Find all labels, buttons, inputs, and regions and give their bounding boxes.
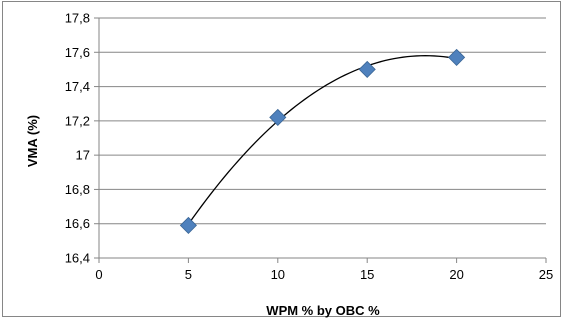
x-tick-label: 15 [360, 267, 374, 282]
data-point [269, 108, 287, 126]
y-tick-label: 17,8 [65, 11, 90, 26]
y-tick-label: 16,4 [65, 251, 90, 266]
x-tick-label: 10 [271, 267, 285, 282]
trendline [187, 55, 457, 225]
data-point [448, 48, 466, 66]
y-axis-title: VMA (%) [25, 115, 40, 167]
label-layer: 16,4 16,6 16,8 17 17,2 17,4 17,6 17,8 0 5 10 15 20 25 [65, 11, 554, 283]
data-point [179, 216, 197, 234]
x-axis-title: WPM % by OBC % [266, 303, 380, 318]
y-tick-label: 17 [76, 148, 90, 163]
x-tick-label: 25 [539, 267, 553, 282]
y-tick-label: 17,4 [65, 79, 90, 94]
y-tick-label: 17,2 [65, 113, 90, 128]
x-tick-label: 20 [449, 267, 463, 282]
trend-layer [187, 55, 457, 225]
data-point [358, 60, 376, 78]
chart-frame [2, 1, 561, 317]
x-tick-label: 0 [95, 267, 102, 282]
x-tick-label: 5 [185, 267, 192, 282]
grid-layer [99, 17, 546, 225]
axis-layer [94, 17, 547, 263]
y-tick-label: 17,6 [65, 45, 90, 60]
y-tick-label: 16,8 [65, 182, 90, 197]
point-layer [179, 48, 466, 234]
y-tick-label: 16,6 [65, 216, 90, 231]
